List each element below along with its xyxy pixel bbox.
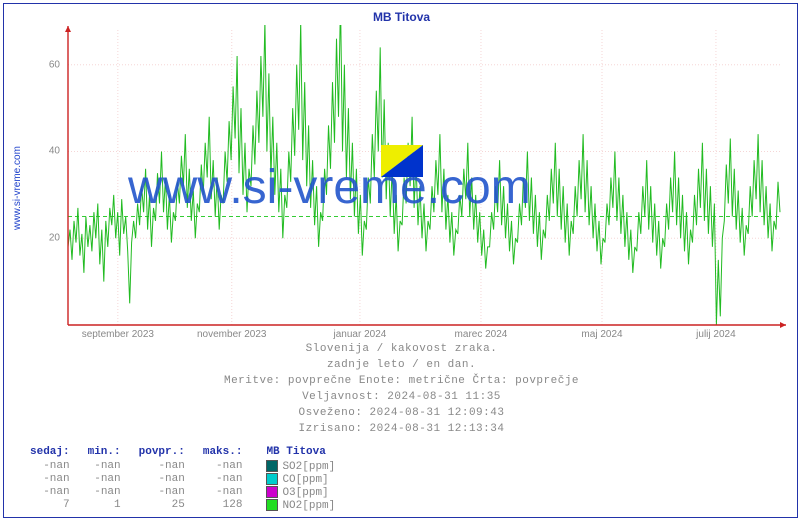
cell-povpr: -nan — [139, 486, 203, 499]
cell-legend: NO2[ppm] — [260, 499, 353, 512]
x-tick-label: maj 2024 — [581, 329, 622, 340]
stats-header: povpr.: — [139, 446, 203, 460]
cell-sedaj: -nan — [30, 460, 88, 473]
x-tick-label: marec 2024 — [455, 329, 508, 340]
table-row: -nan-nan-nan-nanO3[ppm] — [30, 486, 353, 499]
meta-refreshed: Osveženo: 2024-08-31 12:09:43 — [0, 406, 803, 422]
cell-sedaj: -nan — [30, 486, 88, 499]
chart-plot — [58, 25, 790, 330]
cell-maks: -nan — [203, 460, 261, 473]
cell-min: -nan — [88, 486, 139, 499]
stats-header: min.: — [88, 446, 139, 460]
cell-min: -nan — [88, 473, 139, 486]
y-tick-label: 40 — [30, 146, 60, 157]
x-tick-label: september 2023 — [82, 329, 154, 340]
x-tick-label: julij 2024 — [696, 329, 735, 340]
cell-min: -nan — [88, 460, 139, 473]
stats-table-wrap: sedaj:min.:povpr.:maks.:MB Titova-nan-na… — [30, 446, 353, 512]
chart-title: MB Titova — [373, 10, 430, 24]
y-tick-label: 20 — [30, 233, 60, 244]
stats-table: sedaj:min.:povpr.:maks.:MB Titova-nan-na… — [30, 446, 353, 512]
chart-title-wrap: MB Titova — [0, 8, 803, 26]
cell-legend: O3[ppm] — [260, 486, 353, 499]
y-tick-label: 60 — [30, 59, 60, 70]
cell-maks: -nan — [203, 473, 261, 486]
logo-icon — [381, 145, 423, 177]
cell-min: 1 — [88, 499, 139, 512]
cell-maks: 128 — [203, 499, 261, 512]
table-row: -nan-nan-nan-nanCO[ppm] — [30, 473, 353, 486]
stats-legend-header: MB Titova — [260, 446, 353, 460]
x-tick-label: januar 2024 — [333, 329, 386, 340]
meta-settings: Meritve: povprečne Enote: metrične Črta:… — [0, 374, 803, 390]
table-row: -nan-nan-nan-nanSO2[ppm] — [30, 460, 353, 473]
meta-rendered: Izrisano: 2024-08-31 12:13:34 — [0, 422, 803, 438]
meta-period: zadnje leto / en dan. — [0, 358, 803, 374]
stats-header: sedaj: — [30, 446, 88, 460]
side-url-label: www.si-vreme.com — [12, 146, 23, 230]
cell-povpr: 25 — [139, 499, 203, 512]
x-tick-label: november 2023 — [197, 329, 267, 340]
cell-legend: SO2[ppm] — [260, 460, 353, 473]
table-row: 7125128NO2[ppm] — [30, 499, 353, 512]
cell-sedaj: 7 — [30, 499, 88, 512]
stats-header: maks.: — [203, 446, 261, 460]
cell-povpr: -nan — [139, 473, 203, 486]
cell-legend: CO[ppm] — [260, 473, 353, 486]
meta-source: Slovenija / kakovost zraka. — [0, 342, 803, 358]
meta-info: Slovenija / kakovost zraka. zadnje leto … — [0, 342, 803, 438]
cell-sedaj: -nan — [30, 473, 88, 486]
meta-validity: Veljavnost: 2024-08-31 11:35 — [0, 390, 803, 406]
cell-maks: -nan — [203, 486, 261, 499]
cell-povpr: -nan — [139, 460, 203, 473]
